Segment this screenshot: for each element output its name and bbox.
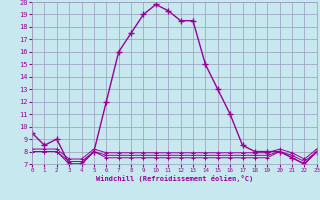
X-axis label: Windchill (Refroidissement éolien,°C): Windchill (Refroidissement éolien,°C): [96, 175, 253, 182]
